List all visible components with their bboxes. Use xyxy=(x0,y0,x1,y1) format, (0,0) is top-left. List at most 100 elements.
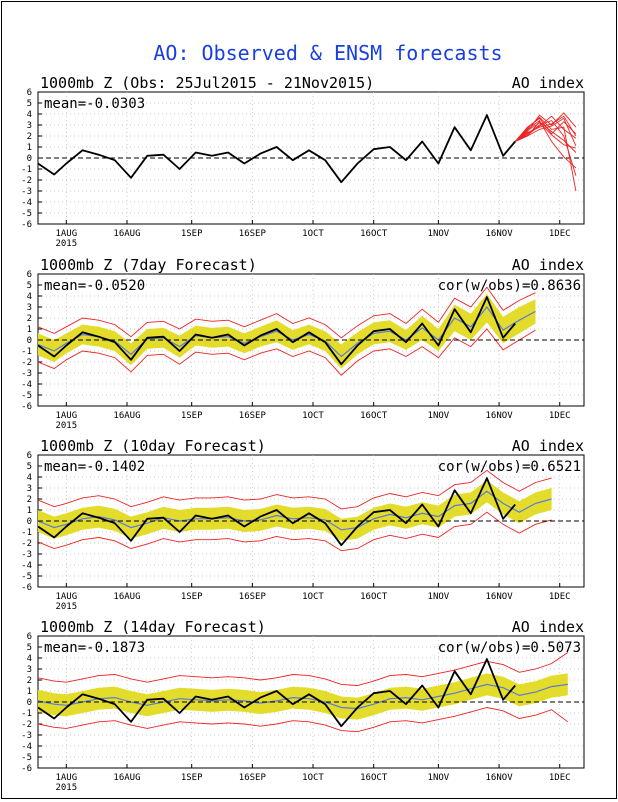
y-tick-label: 2 xyxy=(27,132,32,142)
correlation-stat: cor(w/obs)=0.5073 xyxy=(438,640,581,656)
figure-title: AO: Observed & ENSM forecasts xyxy=(153,41,502,65)
x-tick-label: 16NOV xyxy=(486,411,514,421)
forecast-member-min-line xyxy=(37,511,552,552)
x-tick-label: 16AUG xyxy=(113,773,140,783)
y-tick-label: 1 xyxy=(27,143,32,153)
y-tick-label: -5 xyxy=(21,391,32,401)
ensemble-member-line xyxy=(514,115,577,142)
y-tick-label: 4 xyxy=(27,292,32,302)
y-tick-label: -5 xyxy=(21,209,32,219)
y-tick-label: 1 xyxy=(27,687,32,697)
y-tick-label: -2 xyxy=(21,358,32,368)
x-tick-label: 1DEC xyxy=(549,773,571,783)
y-tick-label: -3 xyxy=(21,731,32,741)
correlation-stat: cor(w/obs)=0.8636 xyxy=(438,278,581,294)
y-tick-label: -3 xyxy=(21,550,32,560)
y-tick-label: -4 xyxy=(21,198,32,208)
y-tick-label: -3 xyxy=(21,369,32,379)
y-tick-label: 2 xyxy=(27,314,32,324)
x-tick-label: 16OCT xyxy=(360,411,388,421)
observed-line xyxy=(37,296,516,366)
forecast-mean-line xyxy=(37,683,568,710)
x-tick-label: 1NOV xyxy=(428,592,450,602)
x-tick-label: 1SEP xyxy=(181,592,203,602)
x-tick-label: 1OCT xyxy=(302,592,324,602)
observed-line xyxy=(37,477,516,547)
x-year-label: 2015 xyxy=(55,602,77,612)
x-tick-label: 16NOV xyxy=(486,773,514,783)
ensemble-member-line xyxy=(514,115,577,142)
x-tick-label: 16SEP xyxy=(239,229,267,239)
forecast-spread-band xyxy=(38,673,568,720)
x-tick-label: 1NOV xyxy=(428,411,450,421)
x-tick-label: 1DEC xyxy=(549,592,571,602)
y-tick-label: 1 xyxy=(27,325,32,335)
forecast-spread-band xyxy=(38,480,552,541)
y-tick-label: 2 xyxy=(27,676,32,686)
chart-panel-4: 1000mb Z (14day Forecast) AO index 6543210… xyxy=(21,618,585,793)
x-tick-label: 1SEP xyxy=(181,411,203,421)
ensemble-member-line xyxy=(514,122,577,149)
y-tick-label: 1 xyxy=(27,506,32,516)
x-tick-label: 1AUG xyxy=(55,773,77,783)
y-tick-label: -2 xyxy=(21,539,32,549)
x-tick-label: 1NOV xyxy=(428,773,450,783)
y-tick-label: -2 xyxy=(21,176,32,186)
mean-stat: mean=-0.1873 xyxy=(44,640,145,656)
y-tick-label: 2 xyxy=(27,495,32,505)
y-tick-label: 5 xyxy=(27,643,32,653)
y-tick-label: -3 xyxy=(21,187,32,197)
y-tick-label: -4 xyxy=(21,380,32,390)
chart-panel-3: 1000mb Z (10day Forecast) AO index 6543210… xyxy=(21,437,585,612)
y-tick-label: -1 xyxy=(21,347,32,357)
y-tick-label: 6 xyxy=(27,632,32,642)
observed-line xyxy=(37,114,516,184)
y-tick-label: -6 xyxy=(21,402,32,412)
panel-tag: AO index xyxy=(512,256,584,274)
y-tick-label: 0 xyxy=(27,336,32,346)
forecast-member-max-line xyxy=(37,652,569,686)
y-tick-label: -1 xyxy=(21,528,32,538)
x-tick-label: 16NOV xyxy=(486,592,514,602)
y-tick-label: 6 xyxy=(27,270,32,280)
forecast-member-min-line xyxy=(37,707,569,733)
panel-title: 1000mb Z (14day Forecast) xyxy=(40,618,266,636)
x-year-label: 2015 xyxy=(55,239,77,249)
y-tick-label: 3 xyxy=(27,665,32,675)
mean-stat: mean=-0.1402 xyxy=(44,459,145,475)
y-tick-label: 5 xyxy=(27,462,32,472)
ensemble-member-line xyxy=(514,119,577,169)
panel-tag: AO index xyxy=(512,74,584,92)
y-tick-label: -6 xyxy=(21,583,32,593)
x-tick-label: 1SEP xyxy=(181,773,203,783)
x-tick-label: 1AUG xyxy=(55,592,77,602)
y-tick-label: 6 xyxy=(27,451,32,461)
y-tick-label: -2 xyxy=(21,720,32,730)
x-tick-label: 1AUG xyxy=(55,411,77,421)
x-tick-label: 16AUG xyxy=(113,229,140,239)
y-tick-label: -1 xyxy=(21,165,32,175)
x-tick-label: 16NOV xyxy=(486,229,514,239)
y-tick-label: 4 xyxy=(27,110,32,120)
x-tick-label: 16AUG xyxy=(113,411,140,421)
panel-title: 1000mb Z (7day Forecast) xyxy=(40,256,257,274)
panel-title: 1000mb Z (Obs: 25Jul2015 - 21Nov2015) xyxy=(40,74,374,92)
panel-tag: AO index xyxy=(512,437,584,455)
y-tick-label: 5 xyxy=(27,99,32,109)
x-tick-label: 16OCT xyxy=(360,229,388,239)
y-tick-label: -4 xyxy=(21,561,32,571)
forecast-member-max-line xyxy=(37,286,536,339)
panel-tag: AO index xyxy=(512,618,584,636)
x-tick-label: 1NOV xyxy=(428,229,450,239)
x-tick-label: 16SEP xyxy=(239,592,267,602)
x-tick-label: 1SEP xyxy=(181,229,203,239)
x-tick-label: 1DEC xyxy=(549,229,571,239)
y-tick-label: 3 xyxy=(27,484,32,494)
x-year-label: 2015 xyxy=(55,421,77,431)
y-tick-label: -1 xyxy=(21,709,32,719)
ensemble-member-line xyxy=(514,116,577,192)
x-tick-label: 16OCT xyxy=(360,773,388,783)
y-tick-label: 3 xyxy=(27,121,32,131)
